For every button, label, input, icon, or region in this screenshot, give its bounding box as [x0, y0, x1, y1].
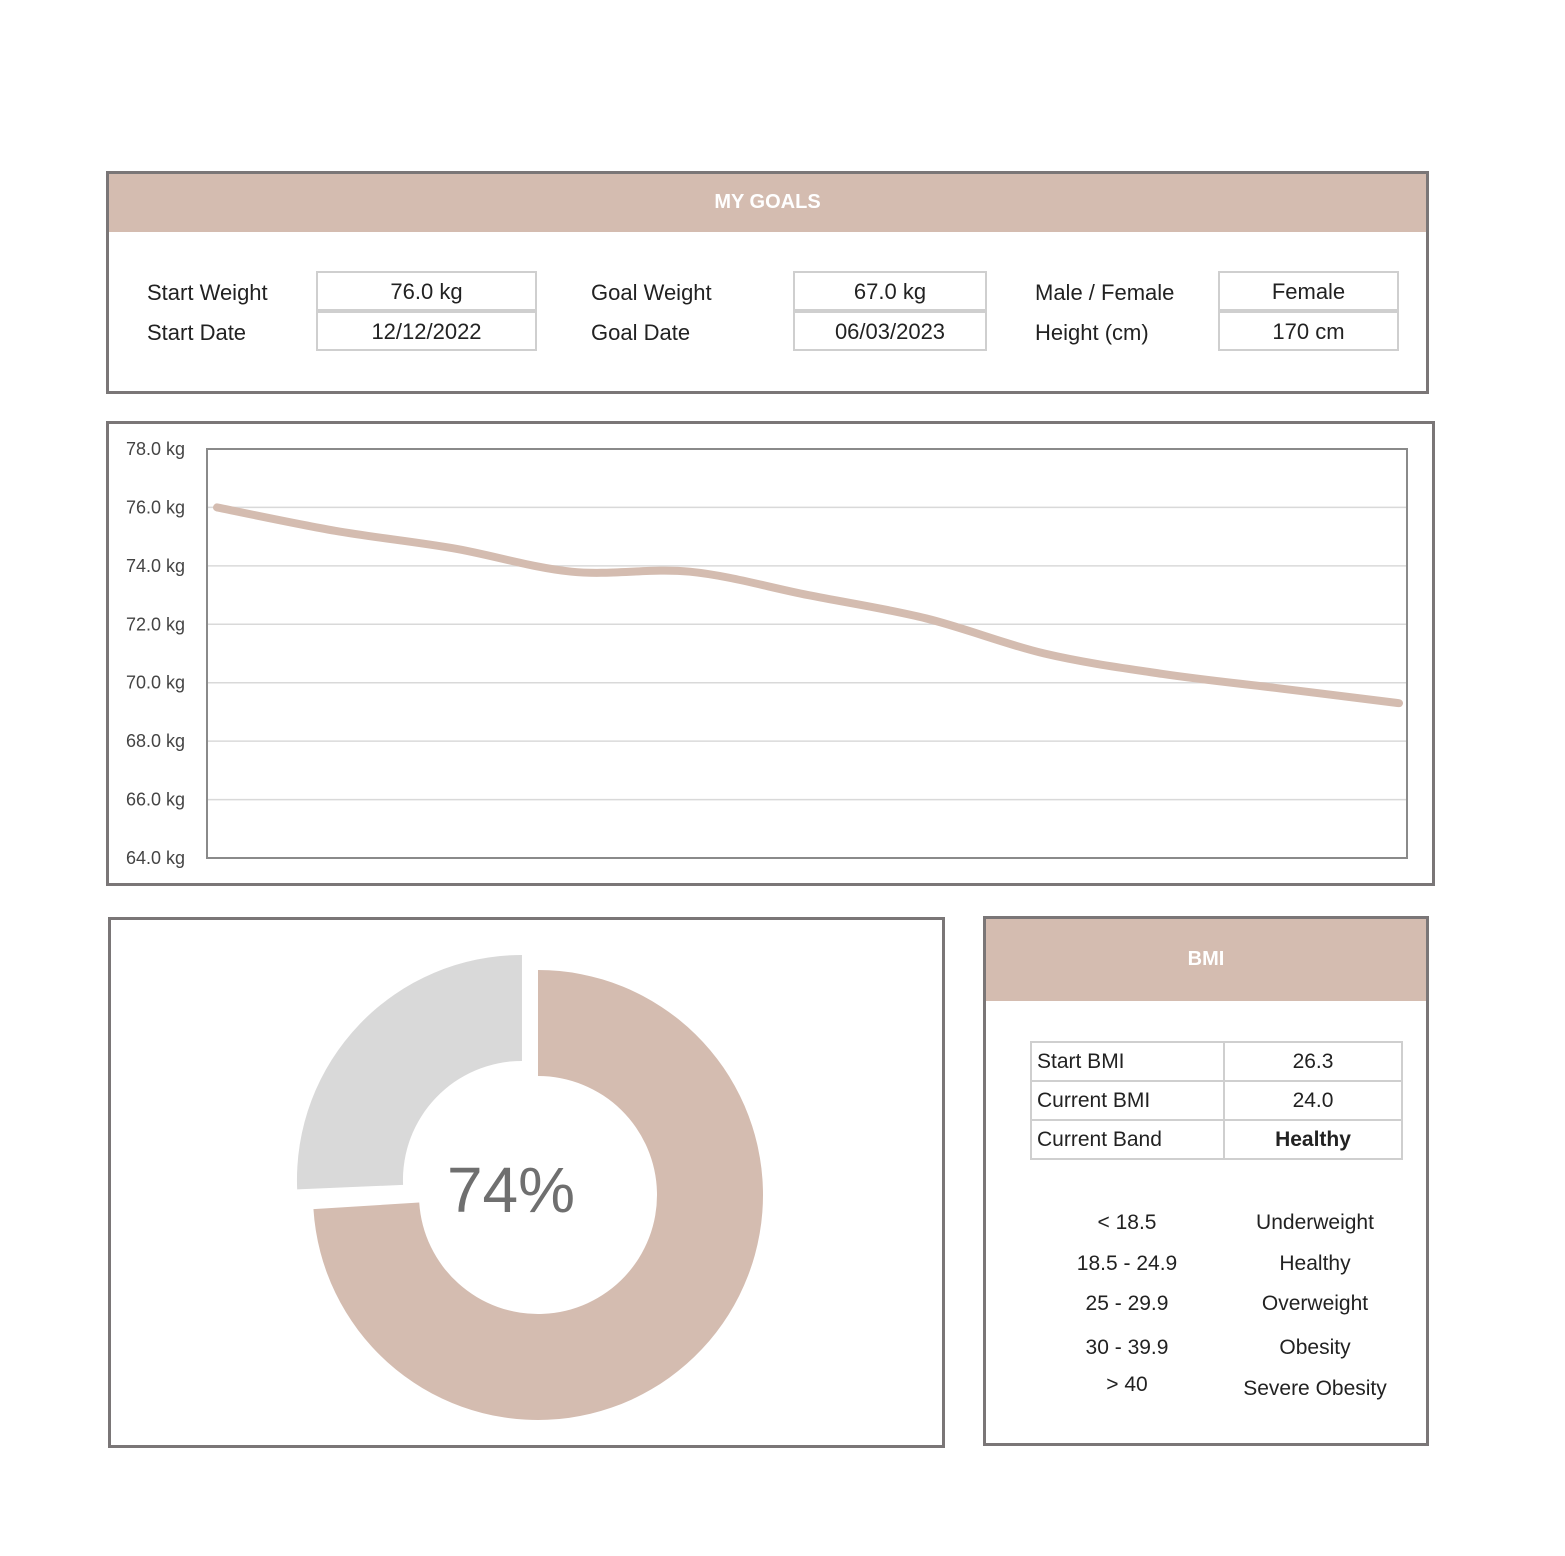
y-tick-label: 72.0 kg: [126, 614, 185, 634]
table-row: Start BMI 26.3: [1030, 1041, 1403, 1082]
current-band-value: Healthy: [1223, 1119, 1403, 1160]
progress-panel: 74%: [108, 917, 945, 1448]
bmi-title: BMI: [986, 919, 1426, 1001]
y-tick-label: 74.0 kg: [126, 556, 185, 576]
height-field[interactable]: 170 cm: [1218, 311, 1399, 351]
table-row: Current BMI 24.0: [1030, 1080, 1403, 1121]
bmi-band-name: Underweight: [1256, 1211, 1374, 1234]
weight-line-chart: 78.0 kg 76.0 kg 74.0 kg 72.0 kg 70.0 kg 68.0 …: [126, 439, 1408, 868]
start-bmi-label: Start BMI: [1030, 1041, 1225, 1082]
bmi-band-range: 18.5 - 24.9: [1076, 1252, 1178, 1275]
start-date-field[interactable]: 12/12/2022: [316, 311, 537, 351]
current-bmi-label: Current BMI: [1030, 1080, 1225, 1121]
progress-done-segment: [313, 970, 763, 1420]
sex-field[interactable]: Female: [1218, 271, 1399, 311]
start-weight-label: Start Weight: [147, 280, 268, 305]
bmi-band-name: Severe Obesity: [1243, 1377, 1387, 1400]
current-bmi-value: 24.0: [1223, 1080, 1403, 1121]
y-tick-label: 78.0 kg: [126, 439, 185, 459]
start-bmi-value: 26.3: [1223, 1041, 1403, 1082]
bmi-band-range: 30 - 39.9: [1085, 1336, 1169, 1359]
goals-title: MY GOALS: [109, 174, 1426, 232]
goal-weight-field[interactable]: 67.0 kg: [793, 271, 987, 311]
y-tick-label: 76.0 kg: [126, 497, 185, 517]
start-date-label: Start Date: [147, 320, 247, 345]
weight-chart-panel: 78.0 kg 76.0 kg 74.0 kg 72.0 kg 70.0 kg 68.0 …: [106, 421, 1435, 886]
goal-weight-label: Goal Weight: [591, 280, 712, 305]
weight-series-line: [213, 503, 1403, 708]
start-weight-field[interactable]: 76.0 kg: [316, 271, 537, 311]
y-tick-label: 66.0 kg: [126, 790, 185, 810]
progress-percent: 74%: [446, 1154, 576, 1226]
progress-remaining-segment: [296, 954, 522, 1190]
height-label: Height (cm): [1035, 320, 1149, 345]
bmi-band-range: > 40: [1106, 1373, 1148, 1396]
bmi-band-name: Obesity: [1279, 1336, 1351, 1359]
bmi-band-range: 25 - 29.9: [1085, 1292, 1169, 1315]
y-tick-label: 70.0 kg: [126, 673, 185, 693]
y-tick-label: 68.0 kg: [126, 731, 185, 751]
bmi-panel: BMI Start BMI 26.3 Current BMI 24.0 Curr…: [983, 916, 1429, 1446]
goal-date-field[interactable]: 06/03/2023: [793, 311, 987, 351]
sex-label: Male / Female: [1035, 280, 1175, 305]
plot-frame: [206, 448, 1408, 859]
bmi-table: Start BMI 26.3 Current BMI 24.0 Current …: [1030, 1041, 1403, 1160]
bmi-band-name: Overweight: [1261, 1292, 1369, 1315]
table-row: Current Band Healthy: [1030, 1119, 1403, 1160]
bmi-band-name: Healthy: [1279, 1252, 1351, 1275]
bmi-band-range: < 18.5: [1097, 1211, 1157, 1234]
goals-panel: MY GOALS Start Weight 76.0 kg Start Date…: [106, 171, 1429, 394]
goal-date-label: Goal Date: [591, 320, 691, 345]
current-band-label: Current Band: [1030, 1119, 1225, 1160]
progress-donut: [296, 954, 763, 1420]
y-tick-label: 64.0 kg: [126, 848, 185, 868]
